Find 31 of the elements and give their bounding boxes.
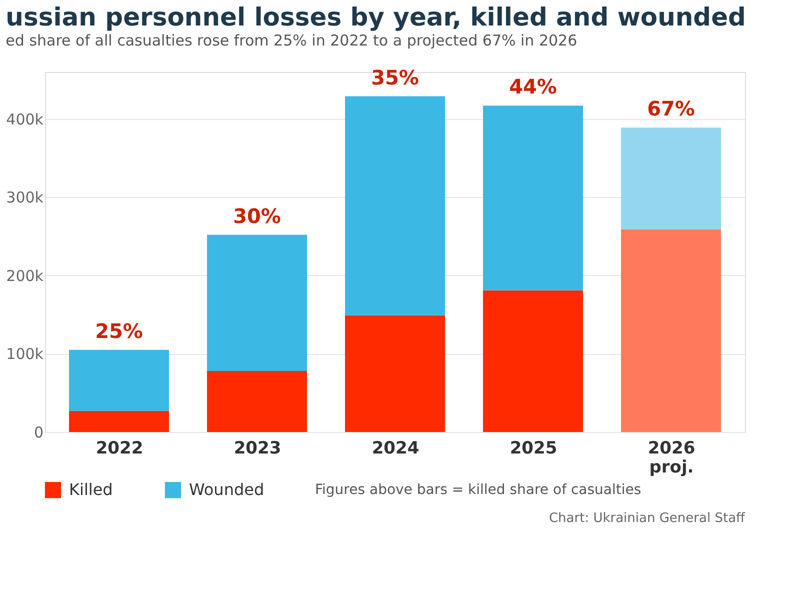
chart-subtitle: ed share of all casualties rose from 25% in 2022 to a projected 67% in 2026 [6,31,578,50]
bar [621,128,721,230]
y-tick-label: 0 [34,424,44,442]
bar [207,370,307,432]
x-tick-label: 2024 [372,438,420,458]
annotation: 35% [371,65,419,90]
y-tick-label: 100k [6,345,44,364]
y-tick-label: 300k [6,188,44,207]
chart-title: ussian personnel losses by year, killed and wounded [6,2,746,32]
text: Chart: Ukrainian General Staff [548,511,746,526]
bar [69,410,169,432]
bar [345,96,445,316]
text: Figures above bars = killed share of casualties [315,482,642,498]
x-tick-label: 2026 proj. [648,438,696,478]
bar [621,229,721,432]
y-tick-label: 400k [6,110,44,128]
legend-label: Killed [69,480,113,499]
annotation: 25% [95,318,143,343]
bar [69,350,169,411]
x-tick-label: 2025 [510,438,558,458]
x-tick-label: 2023 [234,438,282,458]
annotation: 30% [233,204,281,228]
bar [207,234,307,371]
bar [483,106,583,290]
bar [345,315,445,432]
annotation: 67% [647,96,695,121]
bar [483,290,583,432]
annotation: 44% [509,74,557,99]
x-tick-label: 2022 [96,438,144,458]
legend-label: Wounded [189,480,264,499]
y-tick-label: 200k [6,266,44,285]
